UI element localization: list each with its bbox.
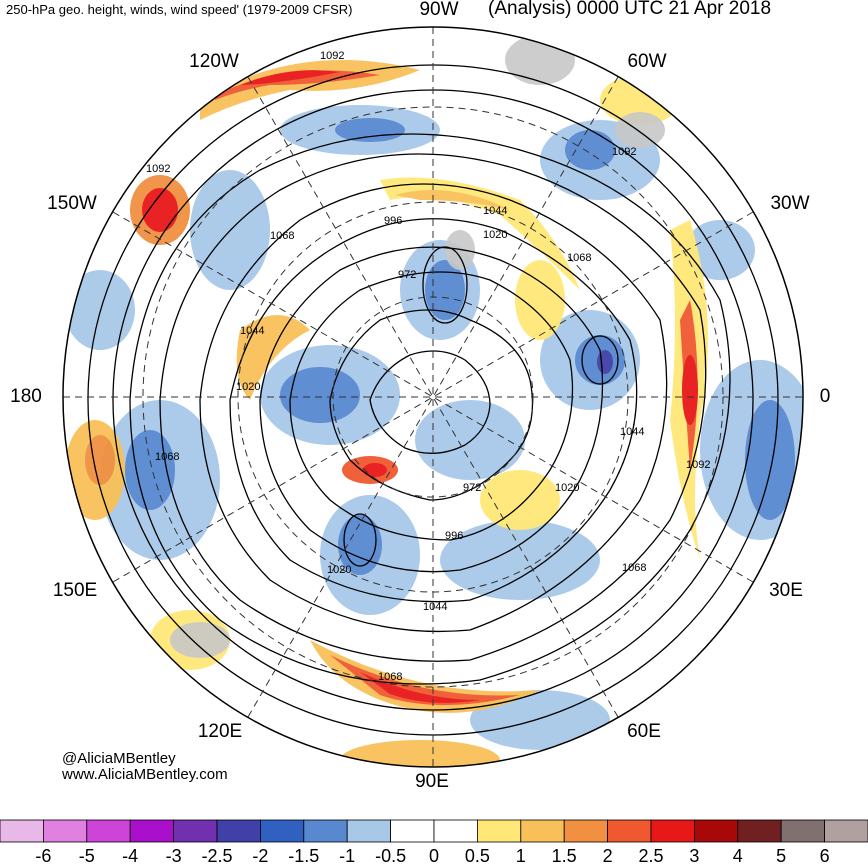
- lon-label-180: 180: [10, 386, 42, 407]
- colorbar-swatch: [0, 819, 44, 843]
- colorbar-swatch: [43, 819, 88, 843]
- contour-label: 996: [384, 215, 402, 227]
- graticule: [63, 27, 803, 767]
- lon-label-90w: 90W: [419, 0, 459, 20]
- lon-label-60w: 60W: [627, 51, 667, 72]
- lon-label-0: 0: [819, 386, 831, 407]
- contour-label: 1020: [236, 381, 260, 393]
- contour-label: 972: [398, 269, 416, 281]
- contour-label: 1044: [240, 325, 264, 337]
- colorbar-swatch: [780, 819, 826, 843]
- contour-label: 1092: [146, 163, 170, 175]
- colorbar-swatch: [824, 819, 868, 843]
- analysis-time: (Analysis) 0000 UTC 21 Apr 2018: [488, 0, 772, 19]
- contour-label: 1068: [567, 252, 591, 264]
- colorbar-swatch: [694, 819, 739, 843]
- contour-label: 1092: [320, 50, 344, 62]
- colorbar-tick-label: 6: [819, 846, 830, 866]
- lon-label-150w: 150W: [47, 193, 97, 214]
- colorbar-tick-label: -2.5: [201, 846, 233, 866]
- colorbar-tick-label: 2.5: [638, 846, 664, 866]
- lon-label-30w: 30W: [770, 193, 810, 214]
- contour-label: 1092: [612, 146, 636, 158]
- colorbar-tick-label: -0.5: [375, 846, 407, 866]
- credit-handle: @AliciaMBentley: [62, 750, 176, 767]
- colorbar-tick-label: -2: [252, 846, 269, 866]
- colorbar-swatch: [86, 819, 131, 843]
- credit-website: www.AliciaMBentley.com: [62, 766, 228, 783]
- colorbar-swatch: [216, 819, 261, 843]
- colorbar-tick-label: 1.5: [551, 846, 577, 866]
- contour-label-group: 1092 1092 1092 1092 1068 1068 1068 1068 …: [146, 50, 710, 683]
- contour-label: 972: [463, 482, 481, 494]
- colorbar-swatch: [259, 819, 305, 843]
- colorbar-tick-label: 0: [428, 846, 440, 866]
- colorbar-tick-label: -3: [165, 846, 182, 866]
- colorbar-swatch: [737, 819, 782, 843]
- lon-label-60e: 60E: [627, 721, 661, 742]
- colorbar-swatch: [607, 819, 652, 843]
- negative-anomaly-shading: [65, 105, 803, 750]
- colorbar-swatch: [433, 819, 478, 843]
- anomaly-colorbar: [0, 819, 868, 843]
- contour-label: 1068: [155, 451, 179, 463]
- lon-label-120w: 120W: [189, 51, 239, 72]
- contour-label: 1092: [686, 459, 710, 471]
- colorbar-tick-label: 1: [515, 846, 526, 866]
- colorbar-tick-label: 2: [602, 846, 613, 866]
- contour-label: 1068: [270, 230, 294, 242]
- contour-label: 1020: [483, 229, 507, 241]
- colorbar-tick-label: 4: [732, 846, 743, 866]
- colorbar-swatch: [129, 819, 174, 843]
- contour-label: 1068: [622, 562, 646, 574]
- colorbar-swatch: [346, 819, 392, 843]
- lon-label-120e: 120E: [197, 721, 243, 742]
- contour-label: 1044: [483, 205, 507, 217]
- map-border: [62, 26, 804, 768]
- map-title: 250-hPa geo. height, winds, wind speed' …: [6, 2, 353, 17]
- map-disc: [63, 27, 803, 767]
- colorbar-tick-label: 5: [776, 846, 787, 866]
- colorbar-swatch: [520, 819, 565, 843]
- colorbar-tick-label: -6: [35, 846, 52, 866]
- contour-label: 996: [445, 530, 463, 542]
- colorbar-swatch: [173, 819, 218, 843]
- colorbar-tick-label: -4: [122, 846, 139, 866]
- lon-label-30e: 30E: [769, 580, 803, 601]
- lon-label-90e: 90E: [415, 771, 449, 792]
- positive-anomaly-shading: [65, 60, 708, 767]
- contour-label: 1020: [327, 564, 351, 576]
- lon-label-150e: 150E: [52, 580, 98, 601]
- colorbar-swatch: [476, 819, 522, 843]
- colorbar-tick-label: 0.5: [464, 846, 490, 866]
- height-contours: [87, 64, 779, 736]
- contour-label: 1044: [423, 601, 447, 613]
- contour-label: 1020: [555, 482, 579, 494]
- colorbar-tick-label: 3: [689, 846, 700, 866]
- colorbar-swatch: [650, 819, 695, 843]
- colorbar-tick-label: -5: [78, 846, 95, 866]
- colorbar-swatch: [390, 819, 435, 843]
- colorbar-swatch: [563, 819, 609, 843]
- contour-label: 1044: [620, 426, 644, 438]
- colorbar-tick-label: -1: [339, 846, 356, 866]
- colorbar-tick-label: -1.5: [288, 846, 320, 866]
- contour-label: 1068: [378, 671, 402, 683]
- colorbar-swatch: [303, 819, 348, 843]
- polar-stereographic-map: 1092 1092 1092 1092 1068 1068 1068 1068 …: [62, 26, 804, 768]
